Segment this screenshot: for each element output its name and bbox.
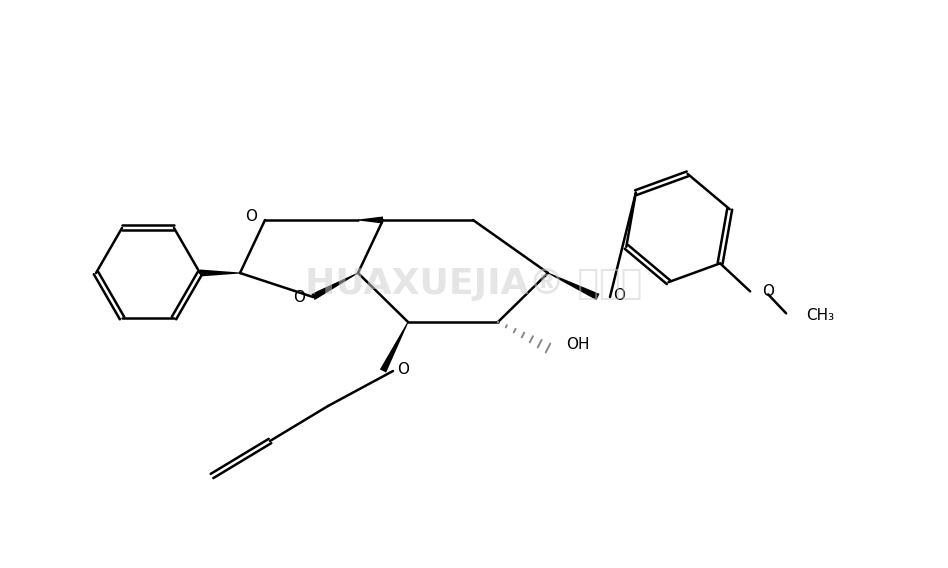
Text: HUAXUEJIA® 化学加: HUAXUEJIA® 化学加 xyxy=(305,267,643,301)
Polygon shape xyxy=(358,216,383,223)
Text: O: O xyxy=(245,208,257,223)
Text: O: O xyxy=(397,361,409,377)
Polygon shape xyxy=(311,273,358,300)
Text: O: O xyxy=(293,290,305,304)
Text: CH₃: CH₃ xyxy=(806,308,834,323)
Polygon shape xyxy=(548,273,599,300)
Polygon shape xyxy=(380,322,409,373)
Text: O: O xyxy=(762,284,775,299)
Text: O: O xyxy=(613,287,625,303)
Text: OH: OH xyxy=(566,336,590,352)
Polygon shape xyxy=(200,269,240,277)
